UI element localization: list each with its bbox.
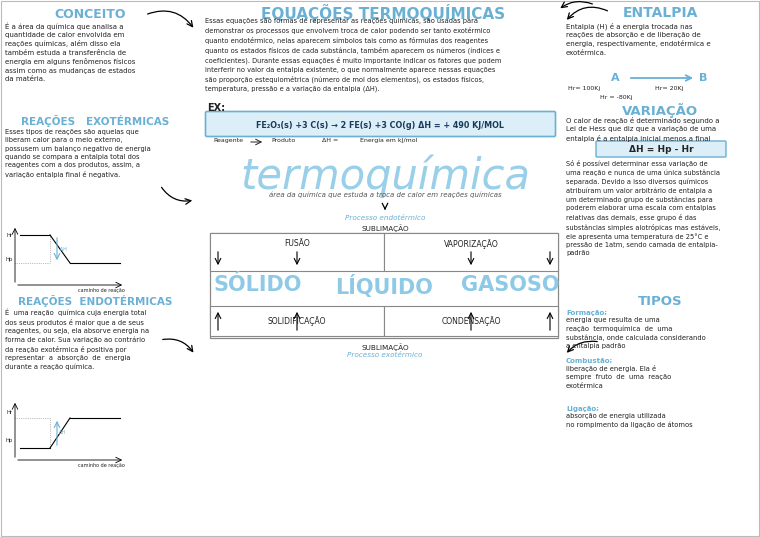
Text: caminho de reação: caminho de reação <box>78 288 125 293</box>
Text: GASOSO: GASOSO <box>461 275 559 295</box>
Text: Ligação;: Ligação; <box>566 406 599 412</box>
Text: EX:: EX: <box>207 103 225 113</box>
Text: FE₂O₃(s) +3 C(s) → 2 FE(s) +3 CO(g) ΔH = + 490 KJ/MOL: FE₂O₃(s) +3 C(s) → 2 FE(s) +3 CO(g) ΔH =… <box>256 120 504 129</box>
Text: Reagente: Reagente <box>213 138 243 143</box>
Text: Hr= 20Kj: Hr= 20Kj <box>655 86 683 91</box>
Text: É a área da química que analisa a
quantidade de calor envolvida em
reações quími: É a área da química que analisa a quanti… <box>5 22 135 82</box>
Text: energia que resulta de uma
reação  termoquímica  de  uma
substância, onde calcul: energia que resulta de uma reação termoq… <box>566 317 706 349</box>
Text: FUSÃO: FUSÃO <box>284 239 310 248</box>
Text: ΔH =: ΔH = <box>322 138 338 143</box>
Text: Entalpia (H) é a energia trocada nas
reações de absorção e de liberação de
energ: Entalpia (H) é a energia trocada nas rea… <box>566 22 711 56</box>
FancyBboxPatch shape <box>210 306 384 336</box>
Text: TIPOS: TIPOS <box>638 295 682 308</box>
Text: Hp: Hp <box>6 257 13 262</box>
Text: Só é possível determinar essa variação de
uma reação e nunca de uma única substâ: Só é possível determinar essa variação d… <box>566 160 720 256</box>
Text: É  uma reação  química cuja energia total
dos seus produtos é maior que a de seu: É uma reação química cuja energia total … <box>5 309 149 371</box>
Text: Esses tipos de reações são aquelas que
liberam calor para o meio externo,
possus: Esses tipos de reações são aquelas que l… <box>5 129 150 178</box>
Text: caminho de reação: caminho de reação <box>78 463 125 468</box>
Text: REAÇÕES  ENDOTÉRMICAS: REAÇÕES ENDOTÉRMICAS <box>17 295 173 307</box>
Text: Essas equações são formas de representar as reações químicas, são usadas para
de: Essas equações são formas de representar… <box>205 18 502 91</box>
Text: absorção de energia utilizada
no rompimento da ligação de átomos: absorção de energia utilizada no rompime… <box>566 413 692 428</box>
Text: SUBLIMAÇÃO: SUBLIMAÇÃO <box>361 224 409 231</box>
Text: Hr: Hr <box>7 233 13 238</box>
Text: ΔH = Hp - Hr: ΔH = Hp - Hr <box>629 146 693 155</box>
Text: Combustão;: Combustão; <box>566 358 613 364</box>
FancyBboxPatch shape <box>596 141 726 157</box>
Text: ENTALPIA: ENTALPIA <box>622 6 698 20</box>
Text: Hr: Hr <box>7 410 13 415</box>
Text: REAÇÕES   EXOTÉRMICAS: REAÇÕES EXOTÉRMICAS <box>21 115 169 127</box>
Text: Energia em kJ/mol: Energia em kJ/mol <box>360 138 417 143</box>
Text: área da química que estuda a troca de calor em reações químicas: área da química que estuda a troca de ca… <box>269 192 502 199</box>
Text: Hr= 100Kj: Hr= 100Kj <box>568 86 600 91</box>
Text: LÍQUIDO: LÍQUIDO <box>335 275 433 298</box>
Text: B: B <box>698 73 708 83</box>
Text: Hp: Hp <box>6 438 13 443</box>
Text: termoquímica: termoquímica <box>240 155 530 199</box>
Text: SUBLIMAÇÃO: SUBLIMAÇÃO <box>361 343 409 351</box>
Text: -ΔH: -ΔH <box>59 247 68 252</box>
Text: SOLIDIFICAÇÃO: SOLIDIFICAÇÃO <box>268 316 326 326</box>
Text: liberação de energia. Ela é
sempre  fruto  de  uma  reação
exotérmica: liberação de energia. Ela é sempre fruto… <box>566 365 671 388</box>
Text: EQUAÇÕES TERMOQUÍMICAS: EQUAÇÕES TERMOQUÍMICAS <box>261 4 505 22</box>
Text: A: A <box>611 73 619 83</box>
FancyBboxPatch shape <box>210 233 384 271</box>
FancyBboxPatch shape <box>384 233 558 271</box>
Text: CONCEITO: CONCEITO <box>54 8 125 21</box>
Text: VARIAÇÃO: VARIAÇÃO <box>622 103 698 118</box>
FancyBboxPatch shape <box>210 233 558 338</box>
Text: Processo exotérmico: Processo exotérmico <box>347 352 423 358</box>
Text: VAPORIZAÇÃO: VAPORIZAÇÃO <box>444 239 499 249</box>
Text: Produto: Produto <box>271 138 295 143</box>
FancyBboxPatch shape <box>384 306 558 336</box>
FancyBboxPatch shape <box>205 112 556 136</box>
Text: Formação;: Formação; <box>566 310 607 316</box>
Text: CONDENSAÇÃO: CONDENSAÇÃO <box>442 316 501 326</box>
Text: O calor de reação é determinado segundo a
Lei de Hess que diz que a variação de : O calor de reação é determinado segundo … <box>566 117 720 142</box>
Text: SÓLIDO: SÓLIDO <box>214 275 302 295</box>
Text: Hr = -80Kj: Hr = -80Kj <box>600 95 632 100</box>
Text: ΔH: ΔH <box>59 430 66 435</box>
Text: Processo endotérmico: Processo endotérmico <box>345 215 425 221</box>
